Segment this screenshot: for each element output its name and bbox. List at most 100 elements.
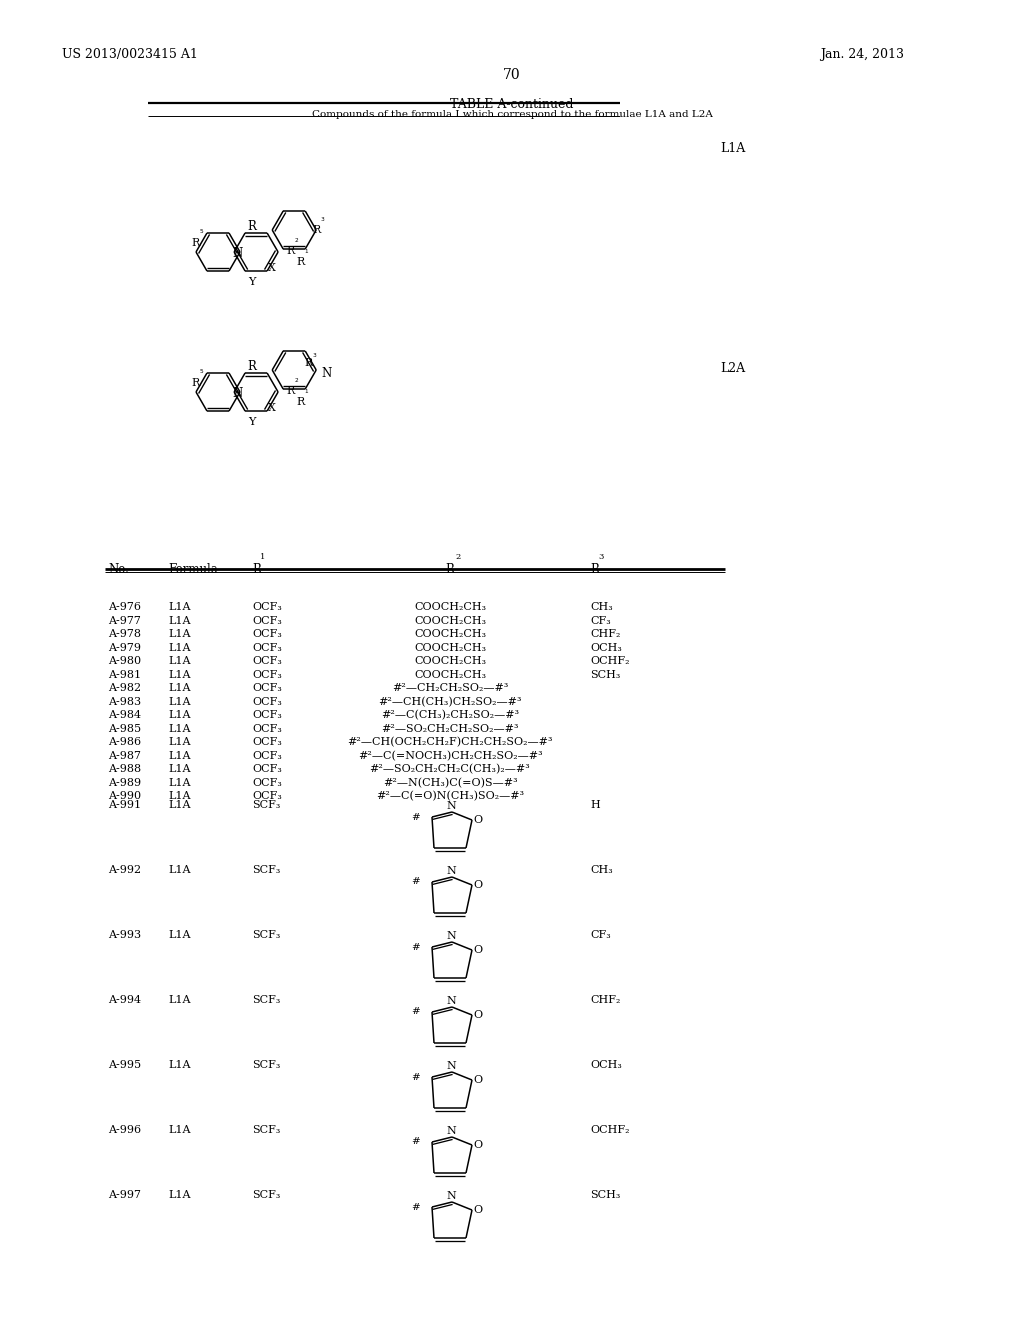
Text: #: # — [412, 878, 420, 887]
Text: R: R — [296, 257, 304, 267]
Text: N: N — [446, 1126, 456, 1137]
Text: #²—C(=O)N(CH₃)SO₂—#³: #²—C(=O)N(CH₃)SO₂—#³ — [376, 791, 524, 801]
Text: O: O — [473, 1010, 482, 1020]
Text: OCF₃: OCF₃ — [252, 723, 282, 734]
Text: L1A: L1A — [168, 602, 190, 612]
Text: R: R — [287, 246, 295, 256]
Text: OCF₃: OCF₃ — [252, 684, 282, 693]
Text: $^1$: $^1$ — [304, 389, 309, 397]
Text: OCF₃: OCF₃ — [252, 643, 282, 653]
Text: L1A: L1A — [168, 615, 190, 626]
Text: X: X — [268, 403, 276, 413]
Text: O: O — [473, 1074, 482, 1085]
Text: A-988: A-988 — [108, 764, 141, 775]
Text: #²—SO₂CH₂CH₂SO₂—#³: #²—SO₂CH₂CH₂SO₂—#³ — [381, 723, 519, 734]
Text: $^2$: $^2$ — [294, 378, 299, 385]
Text: OCH₃: OCH₃ — [590, 643, 622, 653]
Text: L1A: L1A — [168, 931, 190, 940]
Text: 70: 70 — [503, 69, 521, 82]
Text: N: N — [232, 247, 243, 260]
Text: OCF₃: OCF₃ — [252, 764, 282, 775]
Text: SCF₃: SCF₃ — [252, 800, 281, 810]
Text: A-982: A-982 — [108, 684, 141, 693]
Text: #: # — [412, 942, 420, 952]
Text: L1A: L1A — [168, 1125, 190, 1135]
Text: #: # — [412, 1138, 420, 1147]
Text: A-978: A-978 — [108, 630, 141, 639]
Text: A-986: A-986 — [108, 738, 141, 747]
Text: #²—C(=NOCH₃)CH₂CH₂SO₂—#³: #²—C(=NOCH₃)CH₂CH₂SO₂—#³ — [357, 751, 543, 762]
Text: A-980: A-980 — [108, 656, 141, 667]
Text: O: O — [473, 945, 482, 954]
Text: R: R — [191, 238, 200, 248]
Text: #²—N(CH₃)C(=O)S—#³: #²—N(CH₃)C(=O)S—#³ — [383, 777, 517, 788]
Text: OCF₃: OCF₃ — [252, 630, 282, 639]
Text: CH₃: CH₃ — [590, 602, 612, 612]
Text: R: R — [296, 397, 304, 407]
Text: OCF₃: OCF₃ — [252, 615, 282, 626]
Text: L1A: L1A — [168, 697, 190, 706]
Text: CHF₂: CHF₂ — [590, 995, 621, 1005]
Text: 1: 1 — [260, 553, 265, 561]
Text: R: R — [445, 564, 455, 576]
Text: N: N — [446, 866, 456, 876]
Text: A-977: A-977 — [108, 615, 141, 626]
Text: #²—CH₂CH₂SO₂—#³: #²—CH₂CH₂SO₂—#³ — [392, 684, 508, 693]
Text: OCH₃: OCH₃ — [590, 1060, 622, 1071]
Text: Y: Y — [248, 417, 255, 426]
Text: A-983: A-983 — [108, 697, 141, 706]
Text: SCF₃: SCF₃ — [252, 1191, 281, 1200]
Text: OCF₃: OCF₃ — [252, 791, 282, 801]
Text: SCF₃: SCF₃ — [252, 995, 281, 1005]
Text: O: O — [473, 814, 482, 825]
Text: L1A: L1A — [168, 865, 190, 875]
Text: R: R — [252, 564, 261, 576]
Text: A-991: A-991 — [108, 800, 141, 810]
Text: COOCH₂CH₃: COOCH₂CH₃ — [414, 615, 486, 626]
Text: O: O — [473, 1140, 482, 1150]
Text: L1A: L1A — [168, 764, 190, 775]
Text: L1A: L1A — [168, 1060, 190, 1071]
Text: N: N — [446, 1061, 456, 1071]
Text: L1A: L1A — [168, 777, 190, 788]
Text: L1A: L1A — [168, 710, 190, 721]
Text: N: N — [322, 367, 332, 380]
Text: A-995: A-995 — [108, 1060, 141, 1071]
Text: L1A: L1A — [168, 643, 190, 653]
Text: OCHF₂: OCHF₂ — [590, 1125, 630, 1135]
Text: R: R — [304, 358, 312, 368]
Text: $^2$: $^2$ — [294, 238, 299, 246]
Text: Jan. 24, 2013: Jan. 24, 2013 — [820, 48, 904, 61]
Text: A-990: A-990 — [108, 791, 141, 801]
Text: A-985: A-985 — [108, 723, 141, 734]
Text: #: # — [412, 1007, 420, 1016]
Text: US 2013/0023415 A1: US 2013/0023415 A1 — [62, 48, 198, 61]
Text: Y: Y — [248, 277, 255, 286]
Text: SCF₃: SCF₃ — [252, 931, 281, 940]
Text: $^1$: $^1$ — [304, 249, 309, 257]
Text: O: O — [473, 1205, 482, 1214]
Text: #: # — [412, 813, 420, 821]
Text: OCHF₂: OCHF₂ — [590, 656, 630, 667]
Text: L1A: L1A — [720, 143, 745, 154]
Text: H: H — [590, 800, 600, 810]
Text: R: R — [287, 385, 295, 396]
Text: X: X — [268, 263, 276, 273]
Text: No.: No. — [108, 564, 129, 576]
Text: 2: 2 — [455, 553, 460, 561]
Text: CHF₂: CHF₂ — [590, 630, 621, 639]
Text: L2A: L2A — [720, 362, 745, 375]
Text: COOCH₂CH₃: COOCH₂CH₃ — [414, 669, 486, 680]
Text: L1A: L1A — [168, 669, 190, 680]
Text: CF₃: CF₃ — [590, 931, 610, 940]
Text: L1A: L1A — [168, 995, 190, 1005]
Text: 3: 3 — [598, 553, 603, 561]
Text: CF₃: CF₃ — [590, 615, 610, 626]
Text: SCH₃: SCH₃ — [590, 669, 621, 680]
Text: A-981: A-981 — [108, 669, 141, 680]
Text: R: R — [248, 360, 257, 374]
Text: N: N — [446, 931, 456, 941]
Text: OCF₃: OCF₃ — [252, 656, 282, 667]
Text: A-996: A-996 — [108, 1125, 141, 1135]
Text: SCH₃: SCH₃ — [590, 1191, 621, 1200]
